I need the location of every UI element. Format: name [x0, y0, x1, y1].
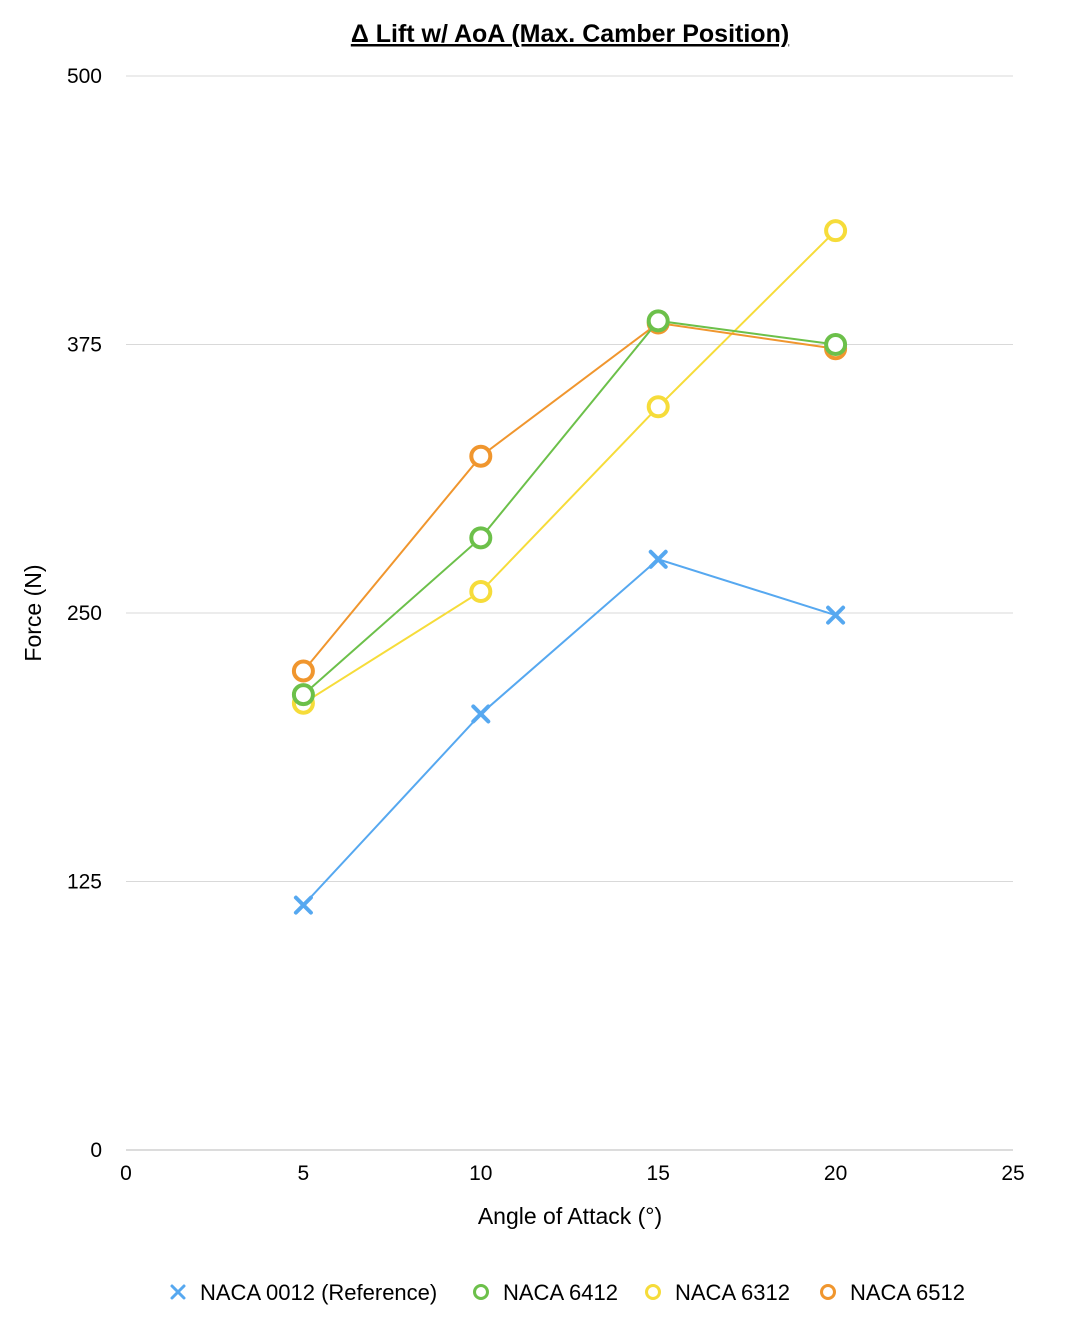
legend-marker: [473, 1284, 489, 1300]
x-tick-label: 10: [469, 1162, 492, 1185]
x-tick-label: 5: [298, 1162, 310, 1185]
legend-marker: [645, 1284, 661, 1300]
data-point: [293, 895, 313, 915]
legend-item: NACA 6412: [473, 1280, 618, 1305]
data-point: [646, 309, 670, 333]
series-line: [302, 558, 836, 906]
y-tick-label: 250: [67, 602, 102, 625]
legend-label: NACA 6512: [850, 1280, 965, 1305]
legend-marker: [170, 1284, 186, 1300]
data-point: [469, 526, 493, 550]
legend: NACA 0012 (Reference) NACA 6412 NACA 6312 N…: [170, 1280, 965, 1305]
series-line: [302, 321, 836, 672]
data-point: [291, 683, 315, 707]
x-tick-label: 0: [120, 1162, 132, 1185]
legend-label: NACA 0012 (Reference): [200, 1280, 437, 1305]
data-point: [471, 704, 491, 724]
series-3: [291, 219, 848, 715]
series-line: [302, 229, 837, 705]
series-layer: [291, 219, 848, 915]
data-point: [824, 333, 848, 356]
series-4: [291, 311, 848, 683]
legend-item: NACA 0012 (Reference): [170, 1280, 437, 1305]
series-2: [291, 309, 848, 707]
data-point: [291, 659, 315, 683]
data-point: [824, 219, 848, 243]
x-tick-label: 15: [647, 1162, 670, 1185]
y-axis-label: Force (N): [20, 564, 46, 661]
legend-marker: [820, 1284, 836, 1300]
y-tick-label: 375: [67, 334, 102, 357]
legend-item: NACA 6312: [645, 1280, 790, 1305]
y-tick-label: 0: [90, 1139, 102, 1162]
y-axis-ticks: 0 125 250 375 500: [67, 65, 102, 1162]
series-1: [293, 549, 846, 915]
gridlines: [126, 75, 1013, 1151]
x-axis-ticks: 0 5 10 15 20 25: [120, 1162, 1025, 1185]
data-point: [469, 444, 493, 468]
legend-label: NACA 6412: [503, 1280, 618, 1305]
data-point: [469, 580, 493, 604]
x-tick-label: 20: [824, 1162, 847, 1185]
y-tick-label: 125: [67, 871, 102, 894]
data-point: [646, 395, 670, 419]
x-axis-label: Angle of Attack (°): [478, 1203, 662, 1229]
data-point: [826, 605, 846, 625]
x-tick-label: 25: [1001, 1162, 1024, 1185]
legend-label: NACA 6312: [675, 1280, 790, 1305]
data-point: [648, 549, 668, 569]
legend-item: NACA 6512: [820, 1280, 965, 1305]
y-tick-label: 500: [67, 65, 102, 88]
series-line: [302, 319, 836, 696]
chart-title: Δ Lift w/ AoA (Max. Camber Position): [351, 20, 789, 48]
